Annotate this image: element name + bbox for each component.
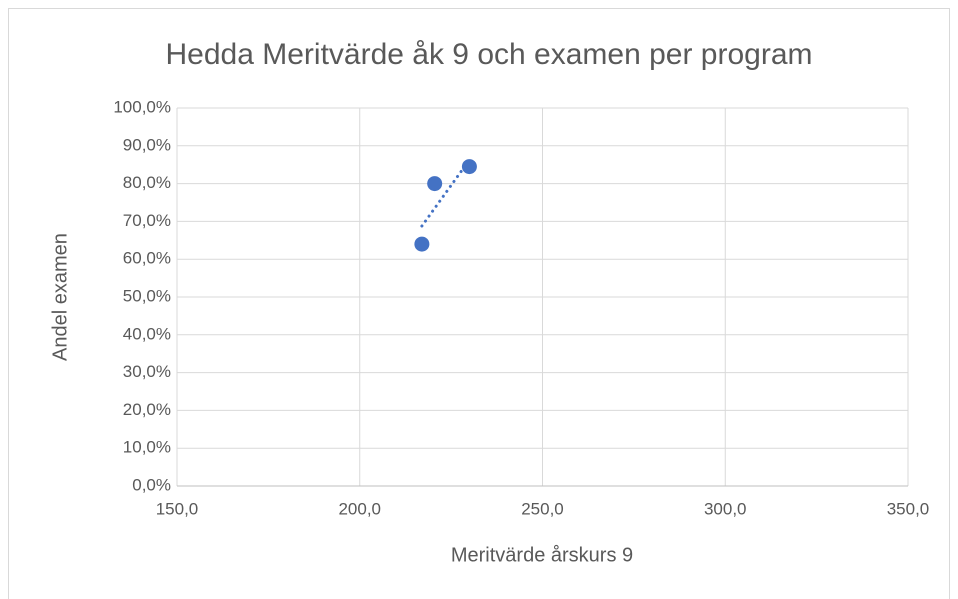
- x-tick-label: 350,0: [887, 499, 930, 518]
- y-tick-label: 50,0%: [123, 286, 171, 305]
- y-tick-label: 100,0%: [113, 97, 171, 116]
- y-axis-title: Andel examen: [49, 233, 71, 361]
- y-tick-label: 70,0%: [123, 211, 171, 230]
- y-tick-label: 20,0%: [123, 400, 171, 419]
- x-tick-label: 250,0: [521, 499, 564, 518]
- y-tick-label: 10,0%: [123, 438, 171, 457]
- y-tick-label: 80,0%: [123, 173, 171, 192]
- y-tick-label: 90,0%: [123, 135, 171, 154]
- y-tick-label: 60,0%: [123, 249, 171, 268]
- data-point: [461, 159, 477, 175]
- x-tick-label: 200,0: [338, 499, 381, 518]
- chart-title: Hedda Meritvärde åk 9 och examen per pro…: [166, 38, 813, 71]
- y-tick-label: 0,0%: [132, 475, 171, 494]
- chart-border: [8, 8, 950, 599]
- y-tick-label: 30,0%: [123, 362, 171, 381]
- x-axis-title: Meritvärde årskurs 9: [451, 544, 633, 566]
- trendline: [420, 158, 471, 228]
- data-point: [414, 236, 430, 252]
- x-tick-label: 150,0: [156, 499, 199, 518]
- y-tick-label: 40,0%: [123, 324, 171, 343]
- data-point: [427, 176, 443, 192]
- x-tick-label: 300,0: [704, 499, 747, 518]
